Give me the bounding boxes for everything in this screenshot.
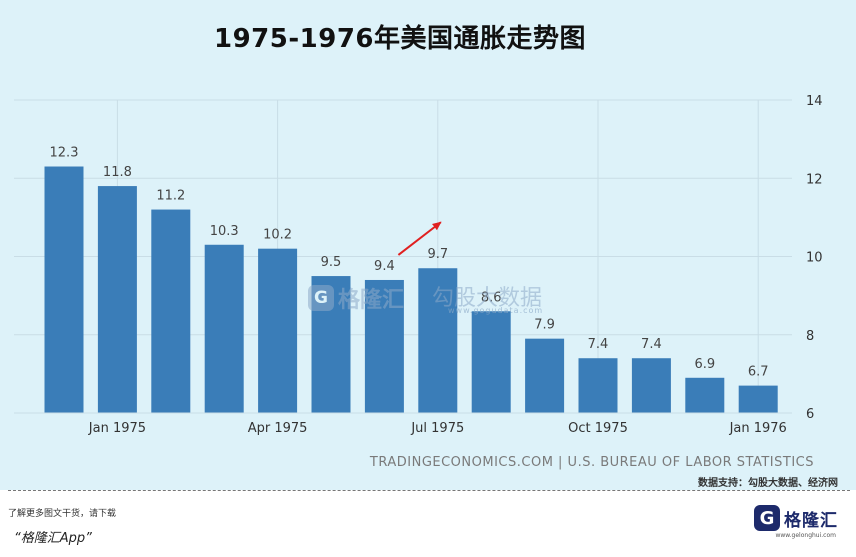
x-tick-label: Apr 1975 (248, 421, 308, 436)
x-tick-label: Jul 1975 (410, 421, 464, 436)
y-tick-label: 14 (806, 94, 823, 109)
bar (204, 244, 244, 413)
x-tick-label: Jan 1976 (729, 421, 787, 436)
bar (525, 338, 565, 413)
bar (685, 377, 725, 413)
bar-value-label: 8.6 (481, 290, 502, 305)
trend-arrow (397, 221, 442, 256)
bar-value-label: 6.7 (748, 365, 769, 380)
bar-value-label: 9.4 (374, 259, 395, 274)
chart-title: 1975-1976年美国通胀走势图 (213, 24, 587, 54)
bar-value-label: 11.8 (103, 165, 132, 180)
bar (578, 358, 618, 413)
bar (418, 268, 458, 413)
bar-value-label: 10.3 (210, 224, 239, 239)
source-credit: TRADINGECONOMICS.COM | U.S. BUREAU OF LA… (369, 455, 814, 470)
brand-url: www.gelonghui.com (775, 532, 836, 539)
bar-value-label: 10.2 (263, 228, 292, 243)
x-tick-label: Jan 1975 (88, 421, 146, 436)
bar-value-label: 6.9 (694, 357, 715, 372)
bar-value-label: 7.4 (641, 337, 662, 352)
bar (97, 186, 137, 413)
bar-chart: 12.3 11.8 11.2 10.3 10.2 9.5 9.4 9.7 8.6 7.9 7.4 7.… (14, 94, 823, 436)
footer-note: 了解更多图文干货，请下载 (8, 509, 117, 519)
brand-logo-icon: G (754, 505, 780, 531)
brand-logo-text: 格隆汇 (784, 510, 838, 531)
brand-watermark-text: 格隆汇 (338, 288, 405, 313)
footer-app-name: “格隆汇App” (14, 531, 92, 546)
bar (471, 311, 511, 413)
bar-value-label: 7.4 (588, 337, 609, 352)
y-tick-label: 12 (806, 172, 823, 187)
data-watermark: 勾股大数据 (432, 286, 543, 311)
data-support-credit: 数据支持：勾股大数据、经济网 (698, 478, 838, 489)
bar-value-label: 9.7 (427, 247, 448, 262)
bar (364, 279, 404, 413)
bar (151, 209, 191, 413)
bar (258, 248, 298, 413)
bar-value-label: 9.5 (321, 255, 342, 270)
y-tick-label: 8 (806, 329, 814, 344)
bar (44, 166, 84, 413)
brand-watermark-logo-icon: G (308, 285, 334, 311)
bar-value-label: 7.9 (534, 318, 555, 333)
footer-divider (8, 490, 850, 491)
x-tick-label: Oct 1975 (568, 421, 628, 436)
brand-watermark: G 格隆汇 (308, 282, 404, 314)
bar-value-label: 11.2 (156, 189, 185, 204)
bar-value-label: 12.3 (50, 146, 79, 161)
y-tick-label: 6 (806, 407, 814, 422)
brand-logo: G 格隆汇 (754, 505, 838, 531)
bar (738, 385, 778, 413)
data-watermark-url: www.gogudata.com (448, 306, 544, 315)
bar (631, 358, 671, 413)
y-tick-label: 10 (806, 251, 823, 266)
